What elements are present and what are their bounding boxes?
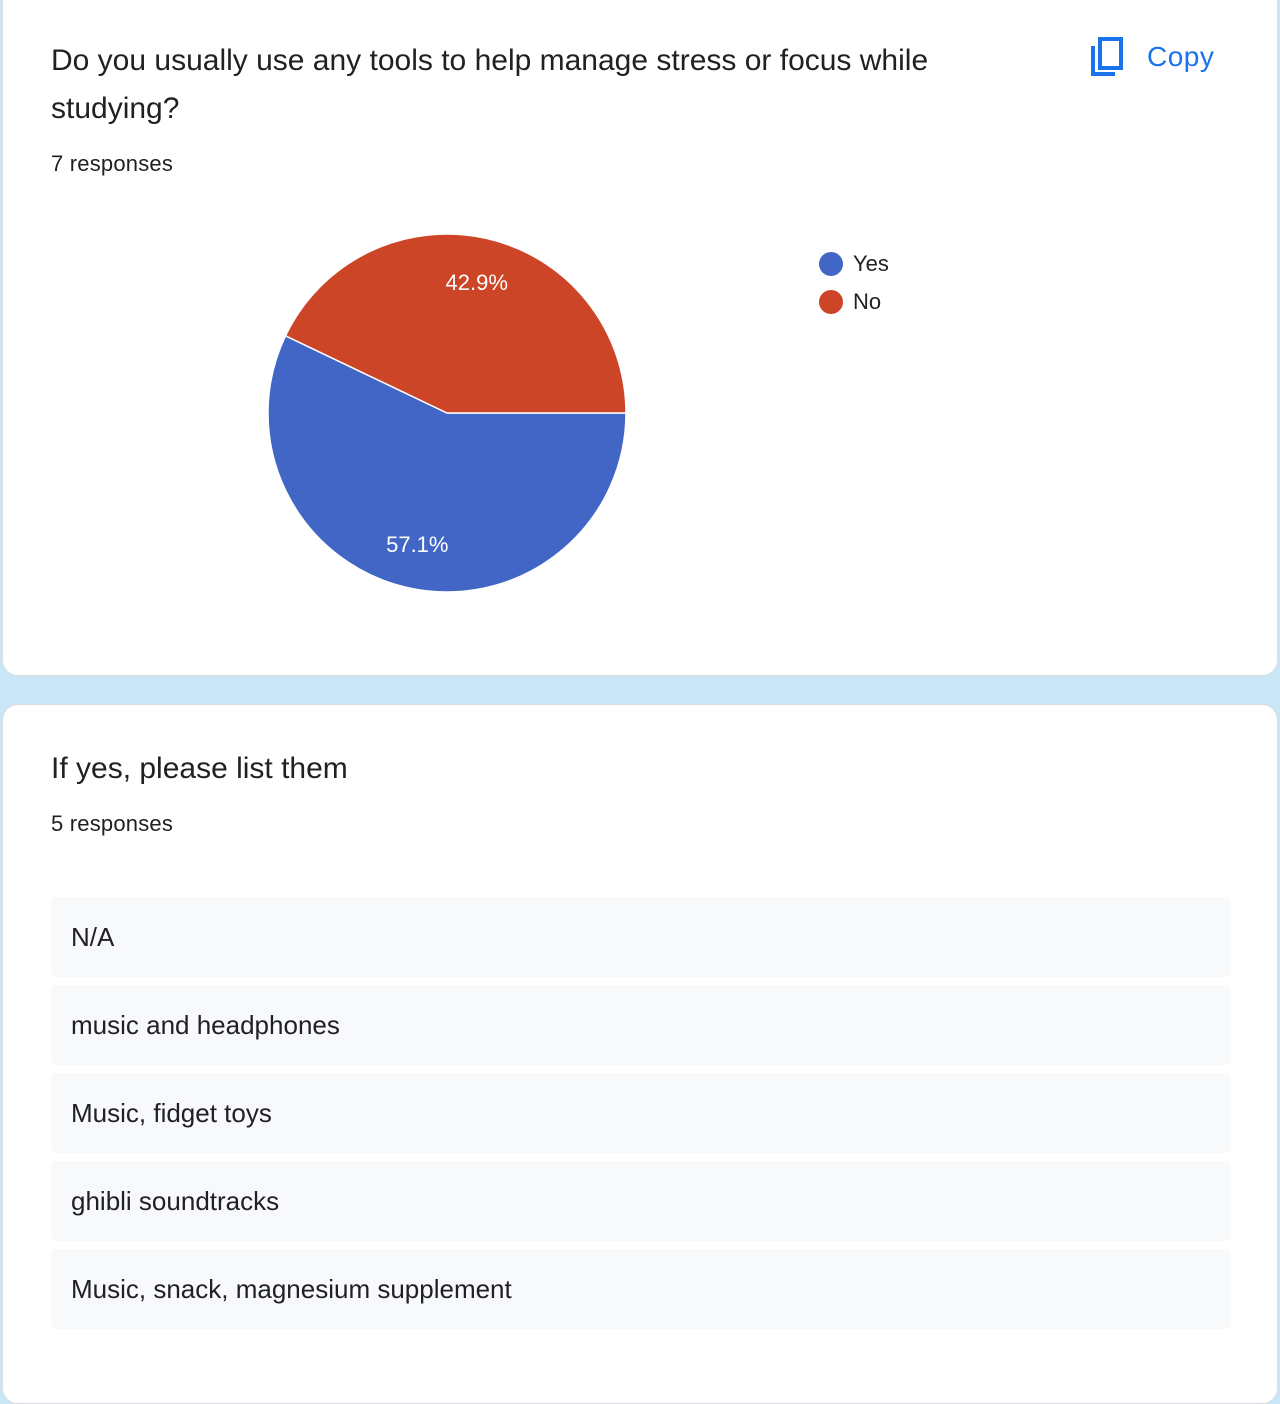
pie-slice-no[interactable] <box>284 233 627 414</box>
question-card-list: If yes, please list them 5 responses N/A… <box>2 704 1278 1404</box>
answer-list: N/A music and headphones Music, fidget t… <box>51 897 1231 1337</box>
answer-row: Music, snack, magnesium supplement <box>51 1249 1231 1329</box>
copy-label: Copy <box>1147 41 1215 72</box>
response-count: 5 responses <box>51 811 174 836</box>
legend-label-no: No <box>853 289 882 314</box>
pie-label-yes: 57.1% <box>386 532 448 557</box>
question-title: If yes, please list them <box>51 752 348 785</box>
question-title: Do you usually use any tools to help man… <box>51 44 929 125</box>
question-card-tools: Do you usually use any tools to help man… <box>2 0 1278 676</box>
answer-row: music and headphones <box>51 985 1231 1065</box>
answer-row: ghibli soundtracks <box>51 1161 1231 1241</box>
pie-slice-yes[interactable] <box>267 334 627 593</box>
answer-row: Music, fidget toys <box>51 1073 1231 1153</box>
response-count: 7 responses <box>51 151 174 176</box>
legend-swatch-yes <box>819 252 843 276</box>
chart-legend: Yes No <box>819 245 889 321</box>
copy-chart-button[interactable]: Copy <box>1089 33 1239 81</box>
legend-item-yes[interactable]: Yes <box>819 245 889 283</box>
legend-swatch-no <box>819 290 843 314</box>
pie-label-no: 42.9% <box>446 270 508 295</box>
copy-icon <box>1089 37 1125 77</box>
pie-chart: 57.1% 42.9% <box>267 233 627 593</box>
legend-label-yes: Yes <box>853 251 889 276</box>
legend-item-no[interactable]: No <box>819 283 889 321</box>
answer-row: N/A <box>51 897 1231 977</box>
